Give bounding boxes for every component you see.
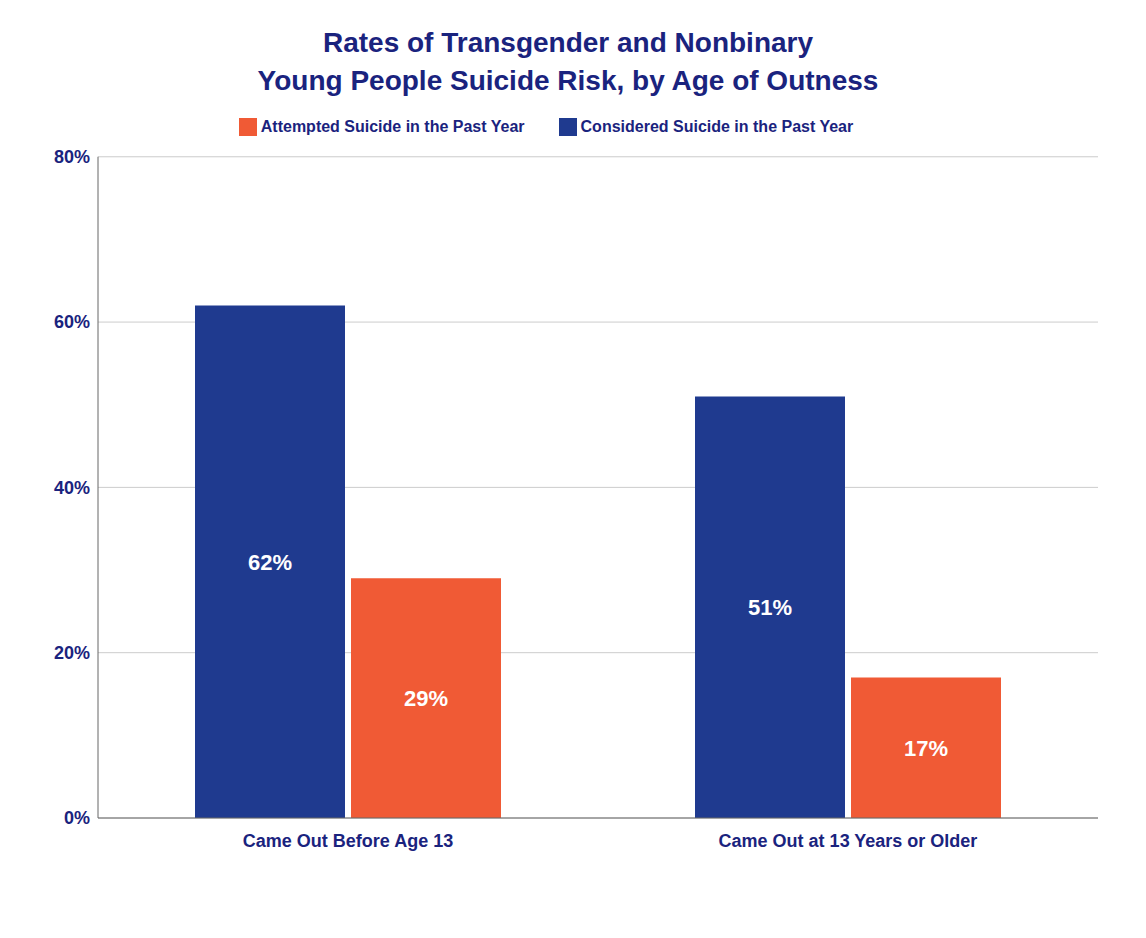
svg-text:80%: 80%	[54, 147, 90, 167]
svg-text:17%: 17%	[904, 735, 948, 760]
svg-text:51%: 51%	[748, 595, 792, 620]
svg-text:40%: 40%	[54, 477, 90, 497]
svg-text:60%: 60%	[54, 312, 90, 332]
html-text:Attempted Suicide in the Past: Attempted Suicide in the Past Year	[260, 117, 525, 135]
svg-text:29%: 29%	[404, 686, 448, 711]
svg-text:0%: 0%	[64, 808, 90, 828]
svg-text:20%: 20%	[54, 643, 90, 663]
svg-text:Came Out Before Age 13: Came Out Before Age 13	[243, 830, 453, 850]
html-text:Rates of Transgender and Nonbi: Rates of Transgender and Nonbinary	[322, 27, 813, 58]
html-text:Considered Suicide in the Past: Considered Suicide in the Past Year	[580, 117, 854, 135]
html-text:Young People Suicide Risk, by: Young People Suicide Risk, by Age of Out…	[257, 64, 879, 96]
svg-text:62%: 62%	[248, 549, 292, 574]
svg-text:Came Out at 13 Years or Older: Came Out at 13 Years or Older	[719, 830, 978, 850]
